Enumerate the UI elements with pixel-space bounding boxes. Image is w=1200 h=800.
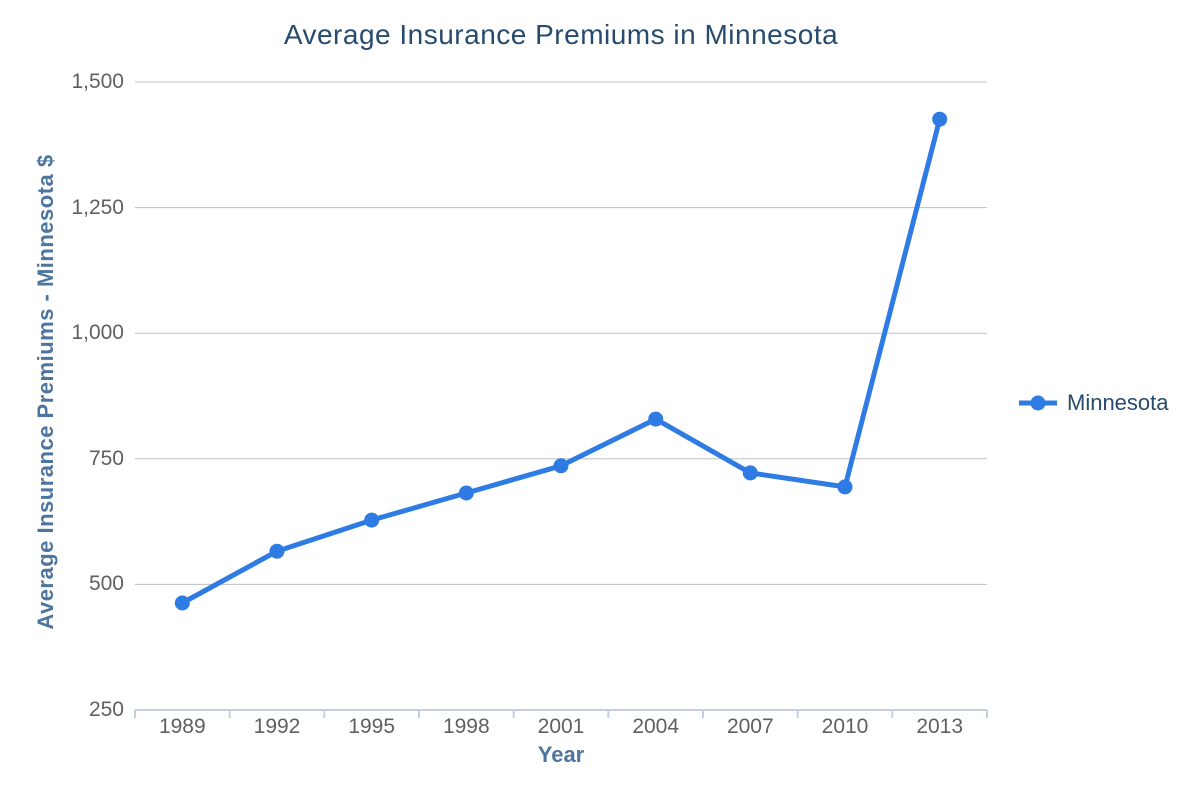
chart-title: Average Insurance Premiums in Minnesota: [283, 19, 839, 50]
x-tick-label: 2007: [726, 715, 774, 738]
x-tick-label: 2004: [632, 715, 680, 738]
x-tick-label: 2013: [916, 715, 964, 738]
data-point-marker[interactable]: [837, 479, 853, 495]
x-tick-label: 1989: [158, 715, 206, 738]
data-point-marker[interactable]: [648, 411, 664, 427]
data-point-marker[interactable]: [269, 543, 285, 559]
legend-item-label[interactable]: Minnesota: [1067, 390, 1169, 415]
series-line: [179, 116, 943, 606]
data-point-marker[interactable]: [742, 465, 758, 481]
y-tick-label: 750: [88, 446, 124, 470]
legend-marker-icon: [1019, 395, 1057, 411]
x-tick-label: 1995: [348, 715, 396, 738]
legend-item[interactable]: Minnesota: [1018, 390, 1169, 416]
data-point-marker[interactable]: [364, 512, 380, 528]
data-point-marker[interactable]: [553, 458, 569, 474]
y-tick-label: 500: [88, 572, 124, 596]
data-point-marker[interactable]: [932, 111, 948, 127]
x-tick-label: 2010: [821, 715, 869, 738]
y-tick-label: 1,000: [71, 321, 124, 345]
x-tick-label: 2001: [537, 715, 585, 738]
y-tick-label: 1,500: [71, 70, 124, 93]
y-tick-label: 1,250: [71, 195, 124, 219]
y-tick-label: 250: [88, 698, 124, 721]
data-point-marker[interactable]: [174, 595, 190, 611]
y-axis-labels: 250 500 750 1,000 1,250 1,500: [0, 0, 124, 800]
x-tick-label: 1992: [253, 715, 301, 738]
x-axis-title: Year: [537, 742, 585, 767]
data-point-marker[interactable]: [458, 485, 474, 501]
x-tick-label: 1998: [442, 715, 490, 738]
